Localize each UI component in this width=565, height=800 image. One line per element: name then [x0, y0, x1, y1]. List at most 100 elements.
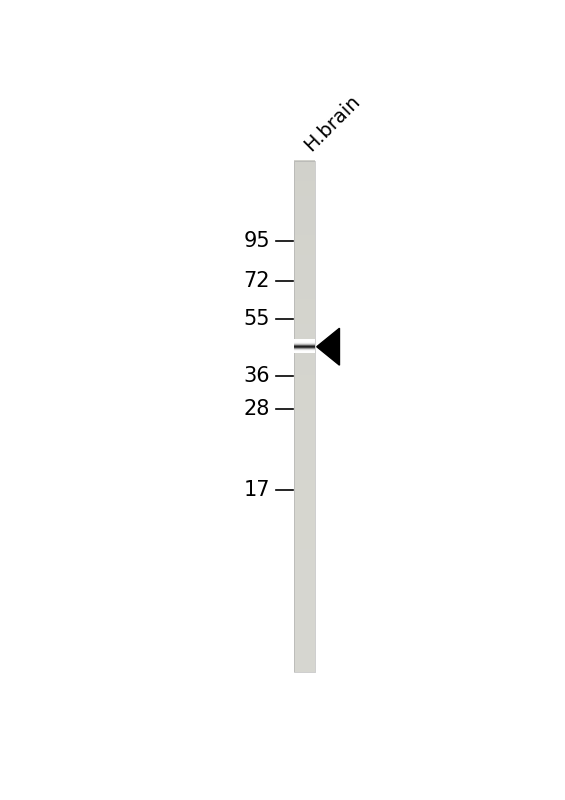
- Bar: [294, 470, 315, 473]
- Bar: [294, 569, 315, 572]
- Bar: [294, 446, 315, 450]
- Bar: [294, 500, 315, 503]
- Bar: [294, 564, 315, 567]
- Bar: [294, 352, 315, 355]
- Bar: [294, 620, 315, 623]
- Bar: [294, 457, 315, 460]
- Bar: [294, 183, 315, 186]
- Bar: [294, 173, 315, 176]
- Bar: [294, 395, 315, 398]
- Bar: [294, 656, 315, 659]
- Bar: [294, 638, 315, 642]
- Bar: [294, 543, 315, 546]
- Bar: [294, 513, 315, 516]
- Bar: [294, 242, 315, 245]
- Bar: [294, 380, 315, 383]
- Bar: [294, 175, 315, 178]
- Bar: [294, 416, 315, 419]
- Bar: [294, 664, 315, 667]
- Bar: [294, 214, 315, 217]
- Bar: [294, 329, 315, 332]
- Bar: [294, 280, 315, 283]
- Bar: [294, 165, 315, 168]
- Bar: [294, 170, 315, 174]
- Bar: [294, 288, 315, 291]
- Bar: [294, 298, 315, 302]
- Bar: [294, 293, 315, 296]
- Bar: [294, 186, 315, 189]
- Bar: [294, 648, 315, 651]
- Bar: [294, 582, 315, 585]
- Polygon shape: [317, 328, 340, 365]
- Bar: [294, 462, 315, 465]
- Bar: [294, 521, 315, 524]
- Bar: [294, 337, 315, 340]
- Bar: [294, 467, 315, 470]
- Bar: [294, 546, 315, 550]
- Bar: [294, 209, 315, 212]
- Bar: [294, 436, 315, 439]
- Bar: [294, 339, 315, 342]
- Bar: [294, 229, 315, 232]
- Bar: [294, 378, 315, 381]
- Bar: [294, 222, 315, 225]
- Bar: [294, 615, 315, 618]
- Bar: [294, 367, 315, 370]
- Bar: [294, 375, 315, 378]
- Bar: [294, 492, 315, 495]
- Bar: [294, 426, 315, 429]
- Bar: [294, 594, 315, 598]
- Bar: [294, 607, 315, 610]
- Bar: [294, 654, 315, 657]
- Bar: [294, 472, 315, 475]
- Bar: [294, 602, 315, 606]
- Bar: [294, 245, 315, 247]
- Bar: [294, 482, 315, 486]
- Bar: [294, 354, 315, 358]
- Bar: [294, 161, 315, 672]
- Bar: [294, 190, 315, 194]
- Bar: [294, 273, 315, 276]
- Bar: [294, 372, 315, 375]
- Bar: [294, 622, 315, 626]
- Bar: [294, 219, 315, 222]
- Bar: [294, 311, 315, 314]
- Bar: [294, 585, 315, 587]
- Bar: [294, 528, 315, 531]
- Bar: [294, 510, 315, 514]
- Bar: [294, 669, 315, 672]
- Bar: [294, 178, 315, 181]
- Bar: [294, 630, 315, 634]
- Bar: [294, 282, 315, 286]
- Bar: [294, 160, 315, 163]
- Bar: [294, 610, 315, 613]
- Bar: [294, 224, 315, 227]
- Bar: [294, 633, 315, 636]
- Bar: [294, 431, 315, 434]
- Bar: [294, 464, 315, 467]
- Bar: [294, 556, 315, 559]
- Bar: [294, 515, 315, 518]
- Bar: [294, 365, 315, 368]
- Bar: [294, 252, 315, 255]
- Bar: [294, 211, 315, 214]
- Bar: [294, 382, 315, 386]
- Bar: [294, 459, 315, 462]
- Bar: [294, 534, 315, 537]
- Bar: [294, 651, 315, 654]
- Bar: [294, 490, 315, 493]
- Bar: [294, 265, 315, 268]
- Bar: [294, 308, 315, 311]
- Bar: [294, 181, 315, 184]
- Text: 17: 17: [244, 480, 270, 500]
- Bar: [294, 385, 315, 388]
- Bar: [294, 260, 315, 263]
- Bar: [294, 566, 315, 570]
- Bar: [294, 232, 315, 235]
- Bar: [294, 403, 315, 406]
- Bar: [294, 444, 315, 447]
- Bar: [294, 605, 315, 608]
- Text: 28: 28: [244, 399, 270, 419]
- Bar: [294, 549, 315, 552]
- Bar: [294, 318, 315, 322]
